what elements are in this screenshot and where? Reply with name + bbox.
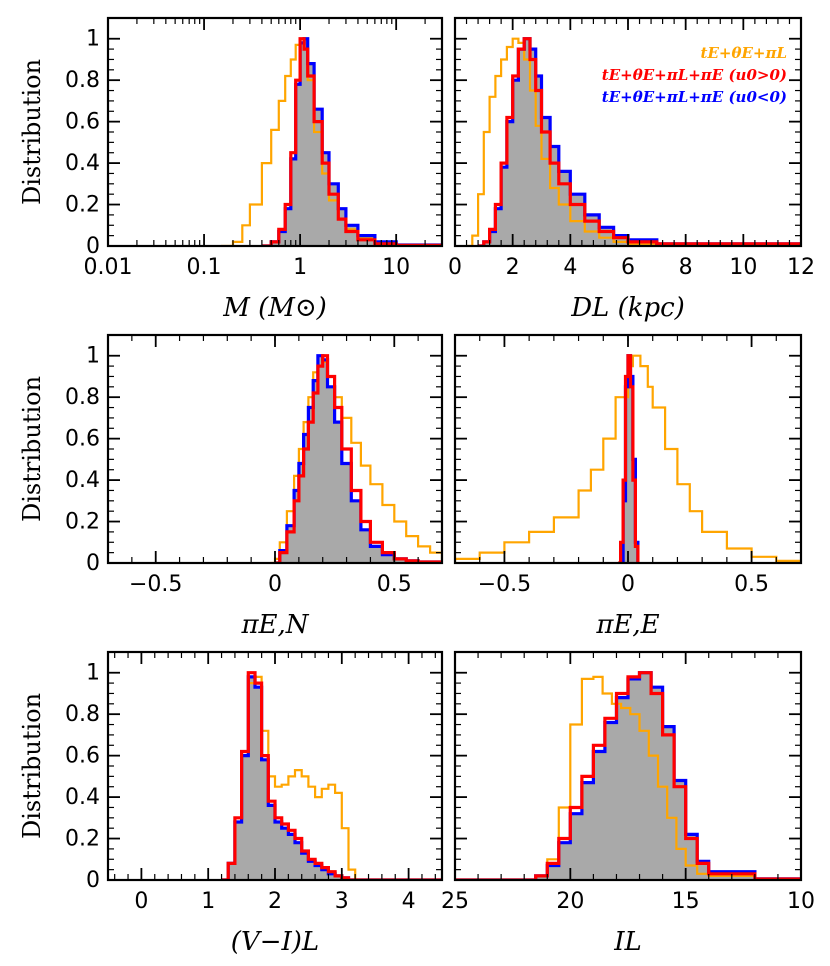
x-tick-label: 1 xyxy=(201,889,215,914)
x-tick-label: 25 xyxy=(441,889,469,914)
series-group xyxy=(455,354,801,563)
y-tick-label: 0.2 xyxy=(65,193,100,218)
series-red xyxy=(618,354,640,563)
x-tick-label: 4 xyxy=(563,255,577,280)
y-tick-label: 0.6 xyxy=(65,744,100,769)
series-red xyxy=(221,671,442,880)
y-tick-label: 0.6 xyxy=(65,427,100,452)
x-axis-label: (V−I)L xyxy=(231,927,319,957)
x-tick-label: 0.5 xyxy=(734,572,769,597)
y-tick-label: 0.2 xyxy=(65,827,100,852)
x-axis-label: IL xyxy=(613,927,642,957)
x-tick-label: 10 xyxy=(382,255,410,280)
x-tick-label: −0.5 xyxy=(478,572,531,597)
x-tick-label: −0.5 xyxy=(129,572,182,597)
y-tick-label: 0.8 xyxy=(65,702,100,727)
series-red xyxy=(478,37,801,246)
y-axis-label: Distribution xyxy=(18,59,46,205)
series-group xyxy=(455,671,801,880)
x-tick-label: 6 xyxy=(621,255,635,280)
x-tick-label: 20 xyxy=(556,889,584,914)
series-orange xyxy=(455,675,801,880)
y-axis-label: Distribution xyxy=(18,376,46,522)
series-red xyxy=(455,671,801,880)
y-tick-label: 0.4 xyxy=(65,785,100,810)
y-axis-label: Distribution xyxy=(18,693,46,839)
x-tick-label: 1 xyxy=(293,255,307,280)
y-tick-label: 0.2 xyxy=(65,510,100,535)
x-tick-label: 10 xyxy=(729,255,757,280)
y-tick-label: 0.4 xyxy=(65,151,100,176)
plot-frame xyxy=(106,333,444,565)
legend-entry: tE+θE+πL+πE (u0<0) xyxy=(602,88,787,106)
x-tick-label: 0 xyxy=(448,255,462,280)
series-group xyxy=(221,37,442,246)
series-group xyxy=(270,354,442,563)
x-tick-label: 10 xyxy=(787,889,815,914)
x-tick-label: 2 xyxy=(268,889,282,914)
x-tick-label: 0.5 xyxy=(377,572,412,597)
y-tick-label: 0.8 xyxy=(65,385,100,410)
x-tick-label: 3 xyxy=(335,889,349,914)
panel-4: −0.5 0 0.5 πE,E xyxy=(453,333,803,640)
y-tick-label: 0 xyxy=(86,234,100,259)
x-tick-label: 2 xyxy=(506,255,520,280)
shaded-histogram xyxy=(455,672,801,880)
y-tick-label: 0.4 xyxy=(65,468,100,493)
y-tick-label: 0.8 xyxy=(65,68,100,93)
legend-entry: tE+θE+πL+πE (u0>0) xyxy=(602,66,787,84)
panel-1: 0 0.2 0.4 0.6 0.8 1 0.01 0.1 1 10 Distribution M (M… xyxy=(18,16,444,323)
x-tick-label: 0.01 xyxy=(84,255,133,280)
shaded-histogram xyxy=(275,355,442,563)
x-tick-label: 0 xyxy=(268,572,282,597)
shaded-histogram xyxy=(620,355,638,563)
y-tick-label: 1 xyxy=(86,27,100,52)
shaded-histogram xyxy=(261,38,442,246)
series-group xyxy=(221,671,442,880)
y-tick-label: 0.6 xyxy=(65,110,100,135)
series-orange xyxy=(466,37,801,246)
x-tick-label: 0 xyxy=(621,572,635,597)
legend-entry: tE+θE+πL xyxy=(701,44,787,62)
series-group xyxy=(466,37,801,246)
x-tick-label: 8 xyxy=(679,255,693,280)
x-tick-label: 12 xyxy=(787,255,815,280)
panel-6: 25 20 15 10 IL xyxy=(441,650,815,957)
y-tick-label: 0 xyxy=(86,868,100,893)
legend: tE+θE+πL tE+θE+πL+πE (u0>0) tE+θE+πL+πE (u… xyxy=(602,44,787,106)
shaded-histogram xyxy=(221,676,442,880)
series-red xyxy=(261,37,442,246)
y-tick-label: 1 xyxy=(86,661,100,686)
x-tick-label: 4 xyxy=(402,889,416,914)
plot-frame xyxy=(106,16,444,248)
x-tick-label: 0.1 xyxy=(187,255,222,280)
x-axis-label: DL (kpc) xyxy=(570,293,685,323)
x-axis-label: πE,N xyxy=(240,610,309,640)
y-tick-label: 0 xyxy=(86,551,100,576)
x-axis-label: M (M⊙) xyxy=(222,293,327,323)
panel-5: 0 0.2 0.4 0.6 0.8 1 0 1 2 3 4 Distribution (V−I)L xyxy=(18,650,444,957)
panel-3: 0 0.2 0.4 0.6 0.8 1 −0.5 0 0.5 Distribution πE,N xyxy=(18,333,444,640)
x-tick-label: 15 xyxy=(672,889,700,914)
x-tick-label: 0 xyxy=(134,889,148,914)
x-axis-label: πE,E xyxy=(595,610,659,640)
y-tick-label: 1 xyxy=(86,344,100,369)
panel-2: 0 2 4 6 8 10 12 DL (kpc) tE+θE+πL tE+θE+πL+πE (u0… xyxy=(448,16,815,323)
series-orange xyxy=(455,354,801,563)
